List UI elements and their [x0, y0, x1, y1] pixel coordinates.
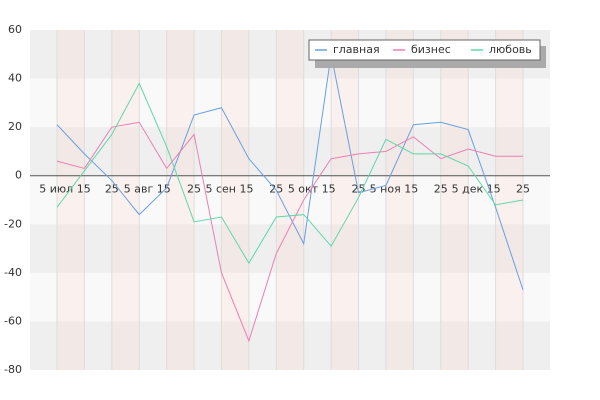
column-band	[331, 30, 359, 370]
column-band	[57, 30, 85, 370]
legend-label: главная	[333, 43, 380, 56]
x-tick-label: 25	[434, 183, 448, 196]
y-tick-label: -80	[4, 363, 22, 376]
legend-label: бизнес	[411, 43, 451, 56]
y-tick-label: 20	[8, 120, 22, 133]
column-band	[166, 30, 195, 370]
x-tick-label: 5 ноя 15	[370, 183, 419, 196]
column-band	[276, 30, 304, 370]
row-band	[30, 127, 550, 176]
y-tick-label: -40	[4, 266, 22, 279]
y-tick-label: 40	[8, 72, 22, 85]
plot-background	[30, 30, 550, 370]
column-band	[495, 30, 523, 370]
column-band	[111, 30, 140, 370]
series-line	[56, 54, 524, 291]
column-band	[385, 30, 414, 370]
x-tick-label: 25	[105, 183, 119, 196]
x-tick-label: 5 июл 15	[39, 183, 90, 196]
column-band	[221, 30, 249, 370]
x-tick-label: 25	[187, 183, 201, 196]
row-band	[30, 321, 550, 370]
row-band	[30, 224, 550, 273]
legend-label: любовь	[489, 43, 532, 56]
y-tick-label: 0	[15, 169, 22, 182]
series-line	[56, 121, 523, 343]
x-tick-label: 5 дек 15	[452, 183, 501, 196]
column-band	[440, 30, 469, 370]
series-line	[56, 82, 524, 265]
x-tick-label: 5 авг 15	[124, 183, 171, 196]
x-tick-label: 25	[352, 183, 366, 196]
x-tick-label: 25	[516, 183, 530, 196]
legend-box	[308, 39, 541, 61]
y-tick-label: 60	[8, 23, 22, 36]
y-tick-label: -20	[4, 217, 22, 230]
x-tick-label: 5 сен 15	[205, 183, 253, 196]
y-tick-label: -60	[4, 314, 22, 327]
